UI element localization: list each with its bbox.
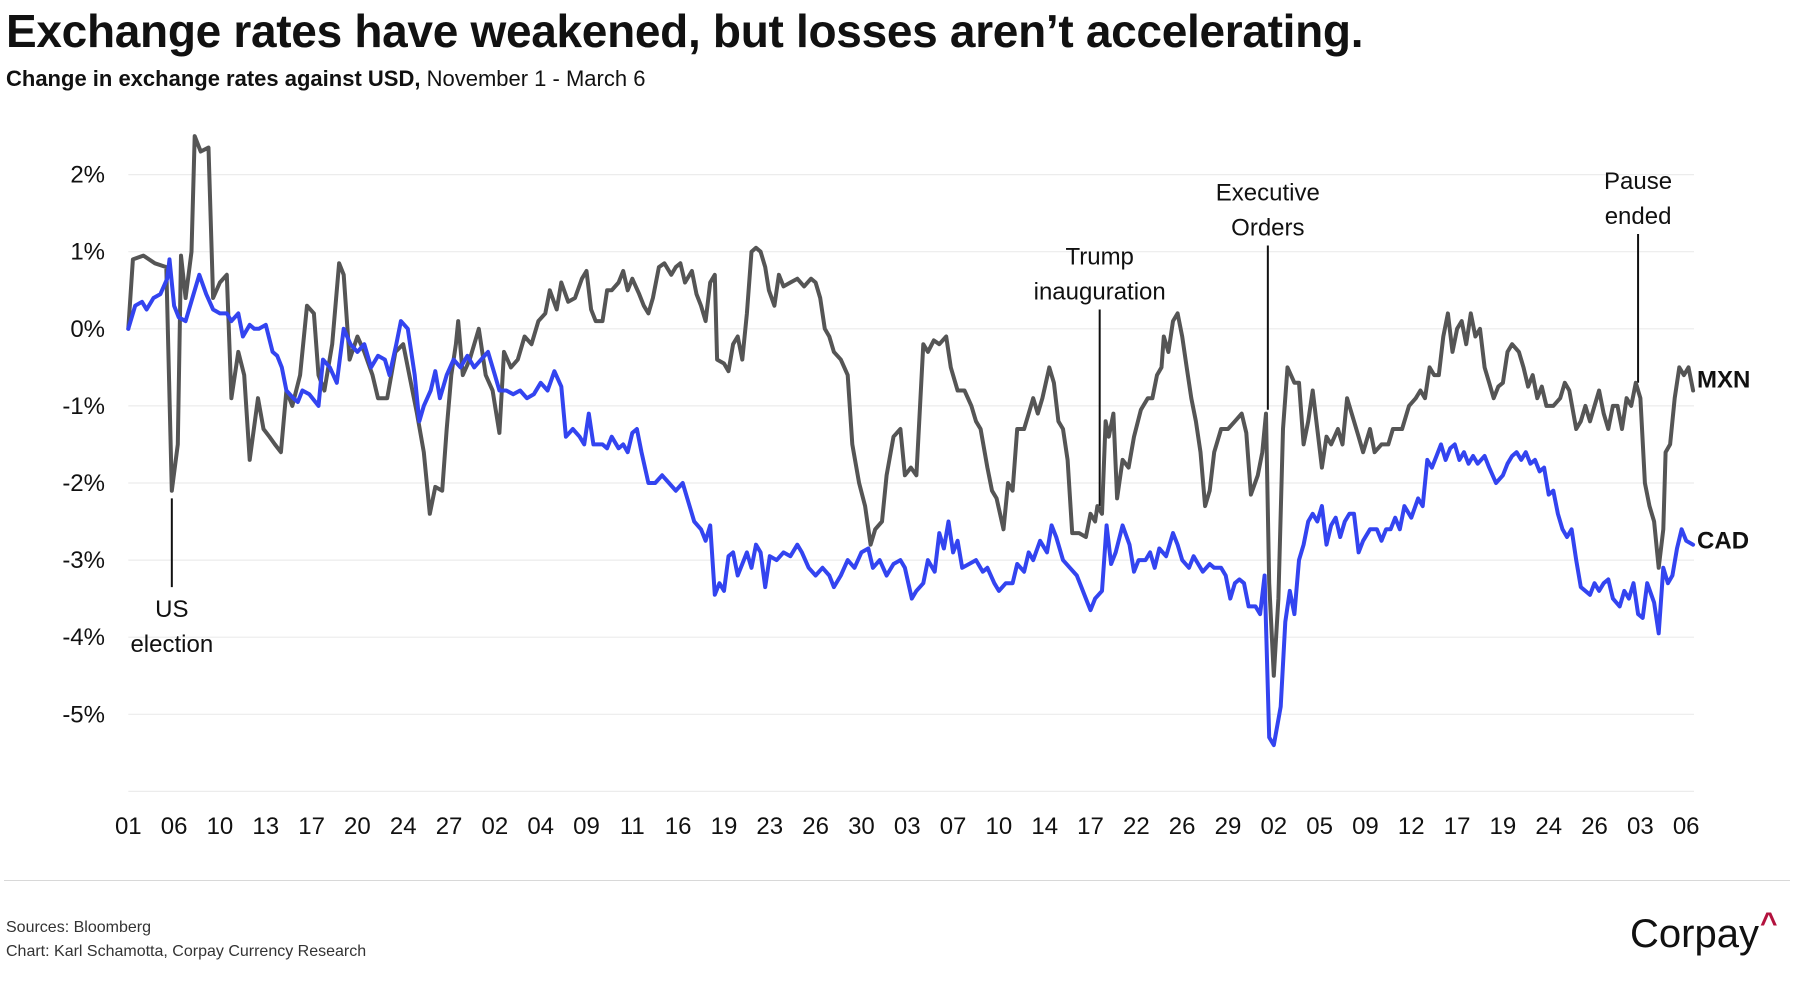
series-line-mxn (126, 134, 1696, 678)
y-tick-label: 1% (70, 239, 105, 266)
logo-wordmark: Corpay (1630, 912, 1759, 956)
x-tick-label: 17 (1444, 813, 1471, 840)
x-tick-label: 10 (207, 813, 234, 840)
y-tick-label: -4% (62, 624, 105, 651)
chart-credit-text: Chart: Karl Schamotta, Corpay Currency R… (6, 943, 367, 960)
annotations: US election Trump inauguration Executive Orde… (130, 168, 1672, 658)
x-tick-label: 23 (756, 813, 783, 840)
x-tick-label: 11 (620, 813, 645, 840)
subtitle-date-range: November 1 - March 6 (420, 66, 646, 91)
y-axis: 2% 1% 0% -1% -2% -3% -4% -5% (62, 162, 105, 729)
x-tick-label: 29 (1215, 813, 1242, 840)
executive-orders-label: Orders (1231, 215, 1304, 242)
chart-subtitle: Change in exchange rates against USD, No… (6, 66, 645, 92)
x-tick-label: 26 (1169, 813, 1196, 840)
y-tick-label: -2% (62, 470, 105, 497)
footer-divider (4, 880, 1790, 881)
x-tick-label: 06 (1673, 813, 1700, 840)
footer: Sources: Bloomberg Chart: Karl Schamotta… (6, 916, 366, 964)
series-labels: MXN CAD (1697, 366, 1750, 554)
trump-inauguration-label: Trump (1065, 244, 1133, 271)
line-chart: 2% 1% 0% -1% -2% -3% -4% -5% 01 06 10 13 17 20 24 27 02… (62, 134, 1750, 840)
x-tick-label: 13 (252, 813, 279, 840)
x-tick-label: 03 (894, 813, 921, 840)
x-tick-label: 09 (573, 813, 600, 840)
subtitle-main: Change in exchange rates against USD, (6, 66, 421, 91)
us-election-label: US (155, 596, 188, 623)
x-tick-label: 10 (986, 813, 1013, 840)
chart-title: Exchange rates have weakened, but losses… (6, 5, 1364, 57)
x-tick-label: 14 (1031, 813, 1058, 840)
x-tick-label: 24 (1535, 813, 1562, 840)
x-tick-label: 01 (115, 813, 142, 840)
x-tick-label: 02 (482, 813, 509, 840)
x-tick-label: 30 (848, 813, 875, 840)
us-election-label: election (130, 631, 213, 658)
x-tick-label: 02 (1260, 813, 1287, 840)
x-axis: 01 06 10 13 17 20 24 27 02 04 09 11 16 19 23 26 30 03 07 10… (115, 813, 1700, 840)
x-tick-label: 27 (436, 813, 463, 840)
gridlines (128, 174, 1694, 793)
x-tick-label: 07 (940, 813, 967, 840)
pause-ended-label: Pause (1604, 168, 1672, 195)
y-tick-label: -1% (62, 393, 105, 420)
y-tick-label: -5% (62, 701, 105, 728)
x-tick-label: 20 (344, 813, 371, 840)
trump-inauguration-label: inauguration (1034, 279, 1166, 306)
x-tick-label: 12 (1398, 813, 1425, 840)
y-tick-label: 0% (70, 316, 105, 343)
logo-caret-icon: ^ (1759, 907, 1778, 940)
x-tick-label: 03 (1627, 813, 1654, 840)
x-tick-label: 26 (1581, 813, 1608, 840)
x-tick-label: 06 (161, 813, 188, 840)
pause-ended-label: ended (1605, 203, 1672, 230)
x-tick-label: 17 (298, 813, 325, 840)
y-tick-label: -3% (62, 547, 105, 574)
series-lines (126, 134, 1696, 748)
x-tick-label: 26 (802, 813, 829, 840)
executive-orders-label: Executive (1216, 180, 1320, 207)
y-tick-label: 2% (70, 162, 105, 189)
x-tick-label: 05 (1306, 813, 1333, 840)
series-label-mxn: MXN (1697, 366, 1750, 393)
x-tick-label: 19 (711, 813, 738, 840)
x-tick-label: 24 (390, 813, 417, 840)
x-tick-label: 16 (665, 813, 692, 840)
series-line-cad (126, 257, 1696, 748)
x-tick-label: 09 (1352, 813, 1379, 840)
series-label-cad: CAD (1697, 528, 1749, 555)
x-tick-label: 04 (527, 813, 554, 840)
x-tick-label: 22 (1123, 813, 1150, 840)
x-tick-label: 19 (1490, 813, 1517, 840)
x-tick-label: 17 (1077, 813, 1104, 840)
sources-text: Sources: Bloomberg (6, 919, 151, 936)
corpay-logo: Corpay^ (1630, 907, 1777, 957)
